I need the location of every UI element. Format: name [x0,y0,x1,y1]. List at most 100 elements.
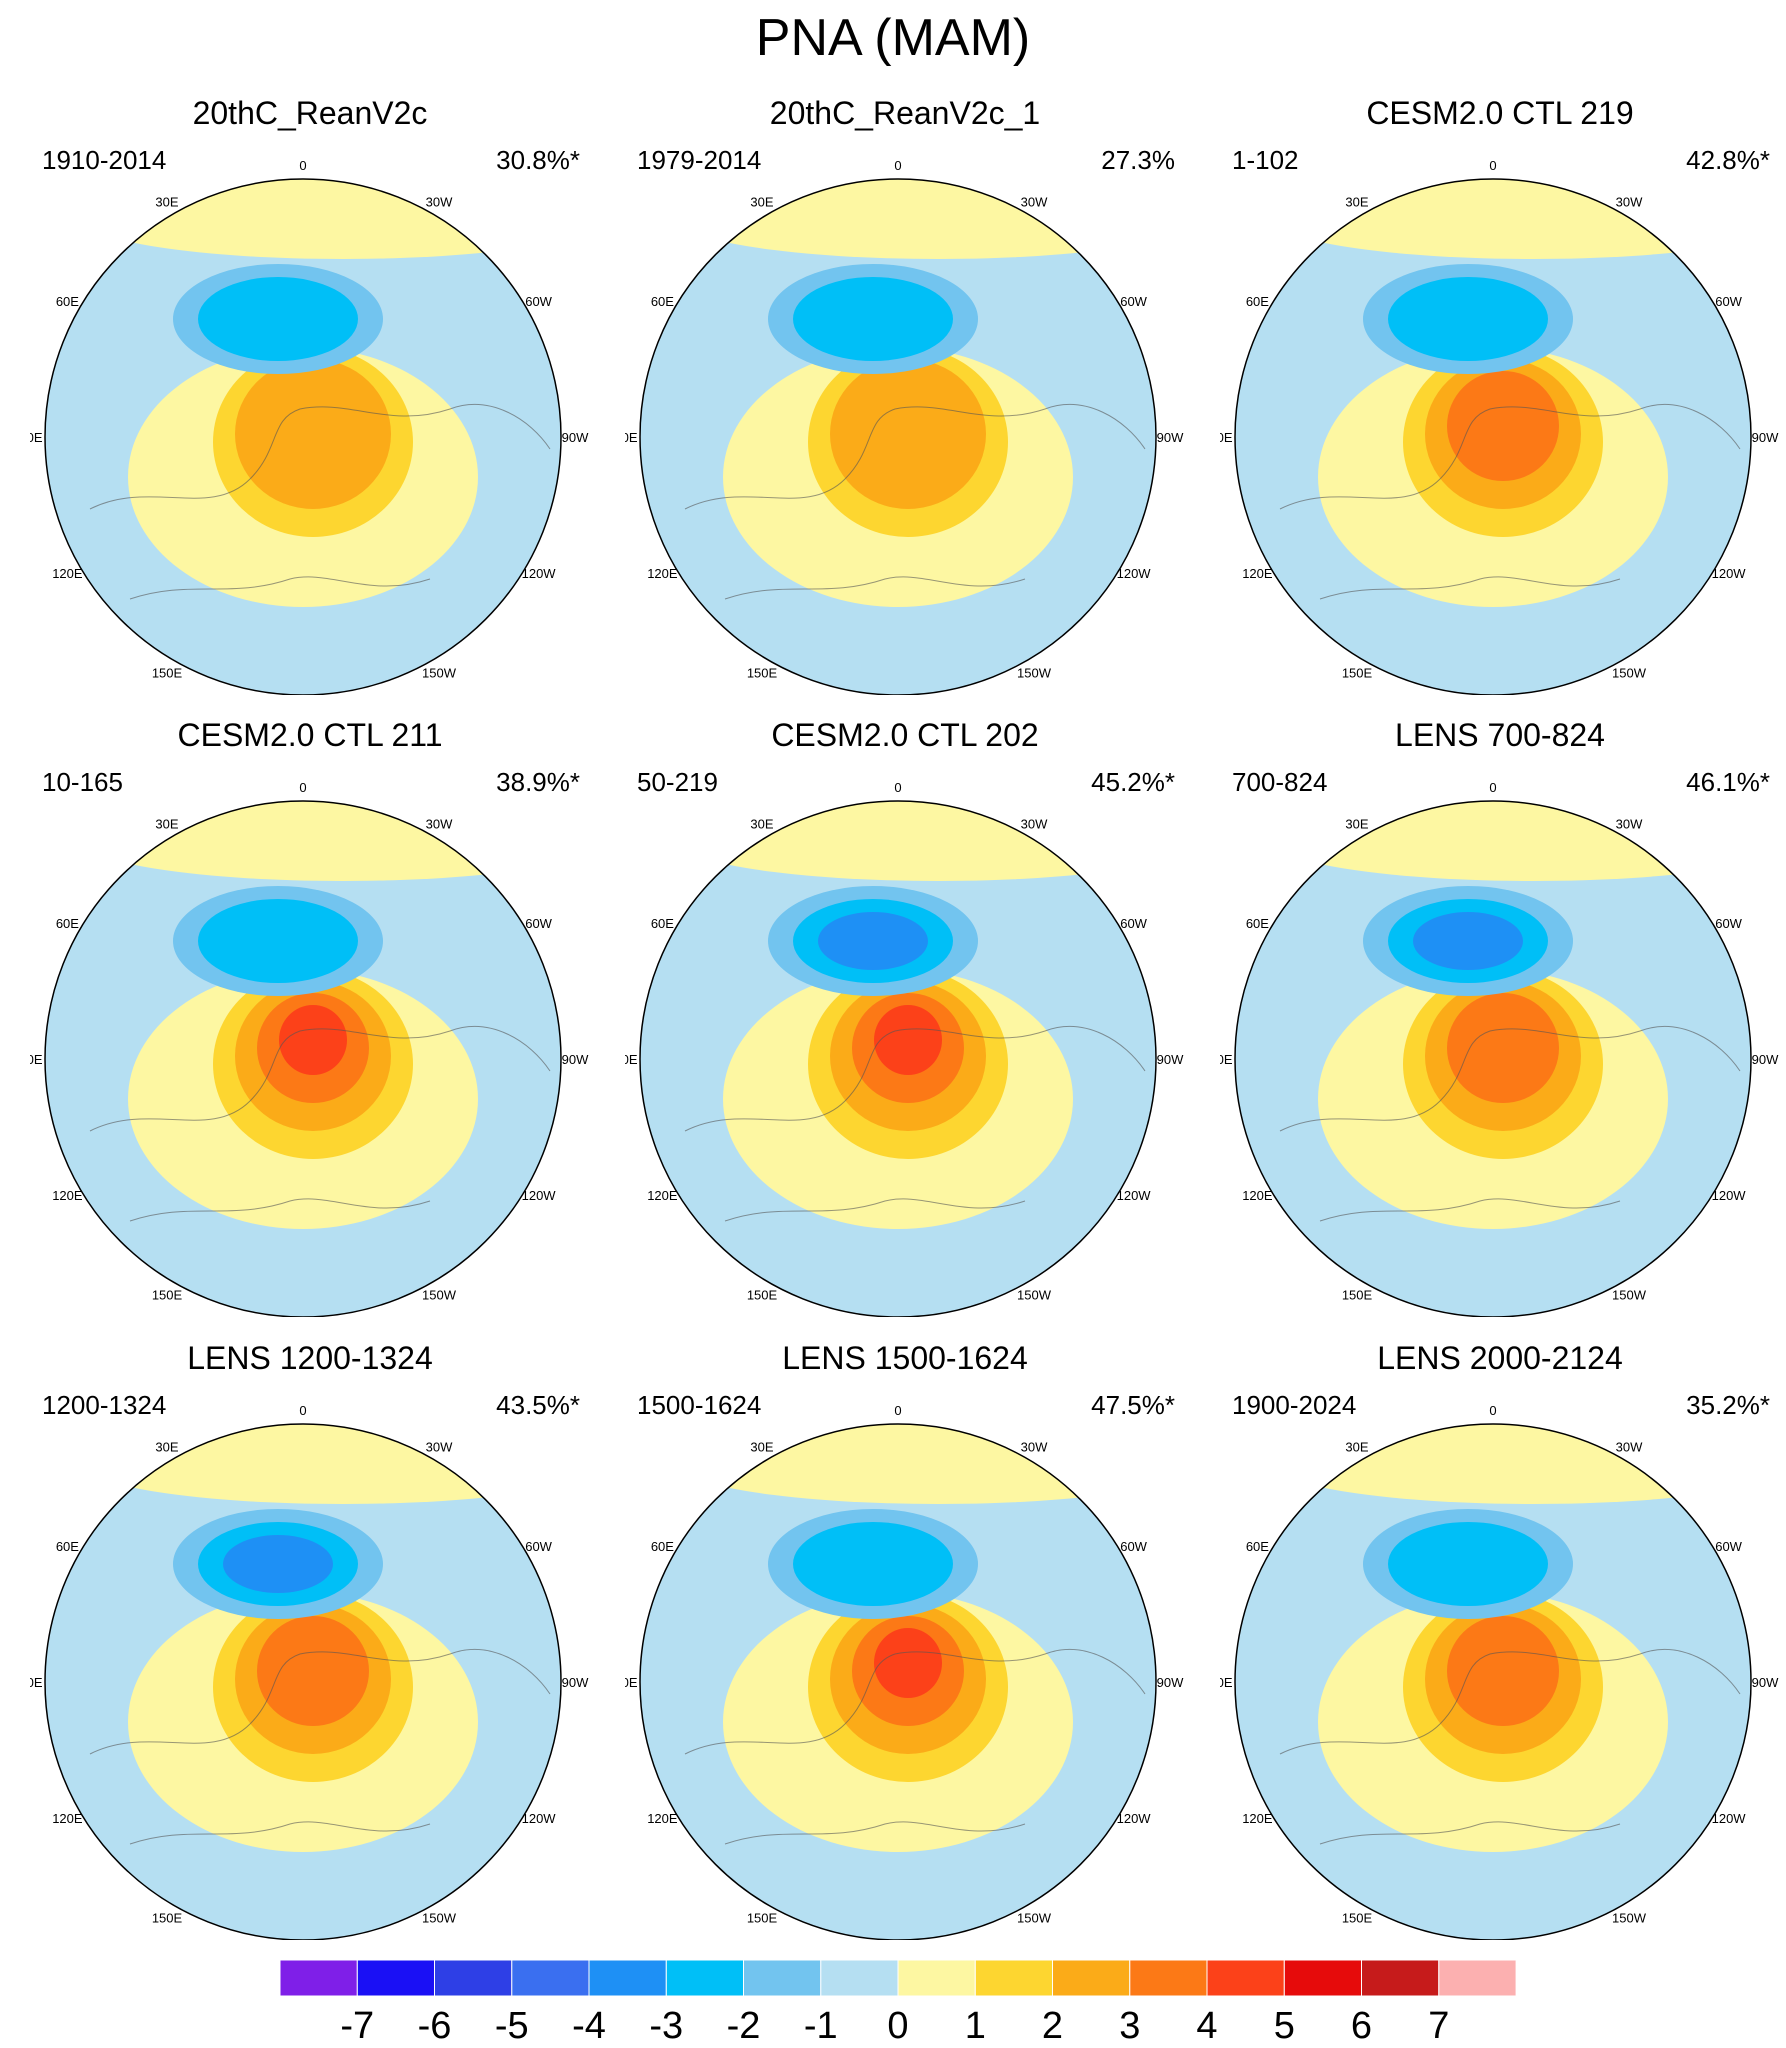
longitude-label: 60W [1120,1539,1147,1554]
polar-map: 180150E120E90E60E30E030W60W90W120W150W [30,1403,589,1940]
panel-variance: 30.8%* [496,145,580,175]
colorbar-tick-label: -1 [803,2005,838,2047]
coastline [1279,404,1741,600]
colorbar-tick-label: 6 [1350,2005,1373,2047]
longitude-label: 30W [1021,816,1048,831]
colorbar-tick-label: 0 [887,2005,909,2047]
longitude-label: 90E [30,1052,43,1067]
colorbar-tick-label: 2 [1041,2005,1064,2047]
positive-anomaly-contour [235,359,391,509]
positive-anomaly-contour [830,359,986,509]
longitude-label: 150W [422,666,457,681]
colorbar-segment [820,1960,899,1997]
longitude-label: 30W [426,194,453,209]
panel-variance: 38.9%* [496,767,580,797]
longitude-label: 0 [1489,158,1496,173]
coastline [89,1026,551,1222]
longitude-label: 30W [1021,194,1048,209]
longitude-label: 60W [525,1539,552,1554]
panel-title: LENS 2000-2124 [1377,1340,1623,1376]
longitude-label: 60W [1715,294,1742,309]
longitude-label: 120W [522,1811,557,1826]
longitude-label: 60W [1120,916,1147,931]
positive-anomaly-region [83,1424,561,1504]
longitude-label: 120E [1242,566,1273,581]
longitude-label: 150W [1612,1911,1647,1926]
longitude-label: 90E [30,1675,43,1690]
longitude-label: 150W [1612,666,1647,681]
longitude-label: 120W [1712,566,1747,581]
positive-anomaly-contour [279,1005,347,1075]
polar-map: 180150E120E90E60E30E030W60W90W120W150W [625,158,1184,695]
longitude-label: 150E [747,1911,778,1926]
polar-map: 180150E120E90E60E30E030W60W90W120W150W [625,780,1184,1317]
longitude-label: 30W [1616,1439,1643,1454]
longitude-label: 0 [1489,1403,1496,1418]
longitude-label: 0 [894,158,901,173]
longitude-label: 90W [562,1675,589,1690]
negative-anomaly-contour [1413,912,1523,970]
longitude-label: 150W [1612,1288,1647,1303]
longitude-label: 90W [1157,1675,1184,1690]
longitude-label: 90W [1752,1675,1779,1690]
longitude-label: 60E [651,294,674,309]
longitude-label: 30E [750,816,773,831]
negative-anomaly-contour [793,277,953,361]
panel-period: 50-219 [637,767,718,797]
panel-variance: 47.5%* [1091,1390,1175,1420]
longitude-label: 90E [625,1675,638,1690]
longitude-label: 150E [152,666,183,681]
longitude-label: 150E [1342,666,1373,681]
coastline [89,404,551,600]
colorbar-tick-label: -2 [726,2005,761,2047]
colorbar-tick-label: -7 [340,2005,375,2047]
longitude-label: 150E [747,666,778,681]
map-panel: CESM2.0 CTL 2191-10242.8%*180150E120E90E… [1220,95,1780,695]
map-panel: 20thC_ReanV2c_11979-201427.3%180150E120E… [625,95,1185,695]
colorbar-tick-label: -6 [417,2005,452,2047]
longitude-label: 30W [426,816,453,831]
map-panel: LENS 2000-21241900-202435.2%*180150E120E… [1220,1340,1780,1940]
longitude-label: 60E [56,916,79,931]
panel-variance: 43.5%* [496,1390,580,1420]
longitude-label: 0 [299,158,306,173]
colorbar-segment [1361,1960,1440,1997]
longitude-label: 30W [1616,194,1643,209]
polar-map: 180150E120E90E60E30E030W60W90W120W150W [1220,1403,1779,1940]
longitude-label: 30E [155,1439,178,1454]
longitude-label: 90E [1220,430,1233,445]
positive-anomaly-contour [1447,1616,1559,1726]
colorbar-segment [974,1960,1054,1997]
negative-anomaly-contour [1388,277,1548,361]
positive-anomaly-region [1273,179,1751,259]
longitude-label: 120E [647,566,678,581]
longitude-label: 150E [1342,1288,1373,1303]
longitude-label: 150E [747,1288,778,1303]
colorbar-segment [665,1960,745,1997]
longitude-label: 30E [1345,194,1368,209]
longitude-label: 0 [894,1403,901,1418]
positive-anomaly-contour [257,1616,369,1726]
colorbar-tick-label: 5 [1273,2005,1295,2047]
polar-map: 180150E120E90E60E30E030W60W90W120W150W [1220,780,1779,1317]
longitude-label: 90W [1157,1052,1184,1067]
longitude-label: 120W [1117,1811,1152,1826]
longitude-label: 60E [1246,294,1269,309]
longitude-label: 0 [894,780,901,795]
longitude-label: 150W [422,1288,457,1303]
negative-anomaly-contour [198,899,358,983]
colorbar-segment [588,1960,667,1997]
longitude-label: 30E [155,816,178,831]
coastline [1279,1026,1741,1222]
map-boundary [44,1423,562,1940]
colorbar-segment [356,1960,436,1997]
longitude-label: 30E [1345,1439,1368,1454]
longitude-label: 150E [1342,1911,1373,1926]
panel-title: LENS 700-824 [1395,717,1605,753]
longitude-label: 30E [750,1439,773,1454]
panel-title: CESM2.0 CTL 202 [771,717,1039,753]
coastline [684,1649,1146,1845]
coastline [89,1649,551,1845]
polar-map: 180150E120E90E60E30E030W60W90W120W150W [30,780,589,1317]
longitude-label: 30W [1616,816,1643,831]
